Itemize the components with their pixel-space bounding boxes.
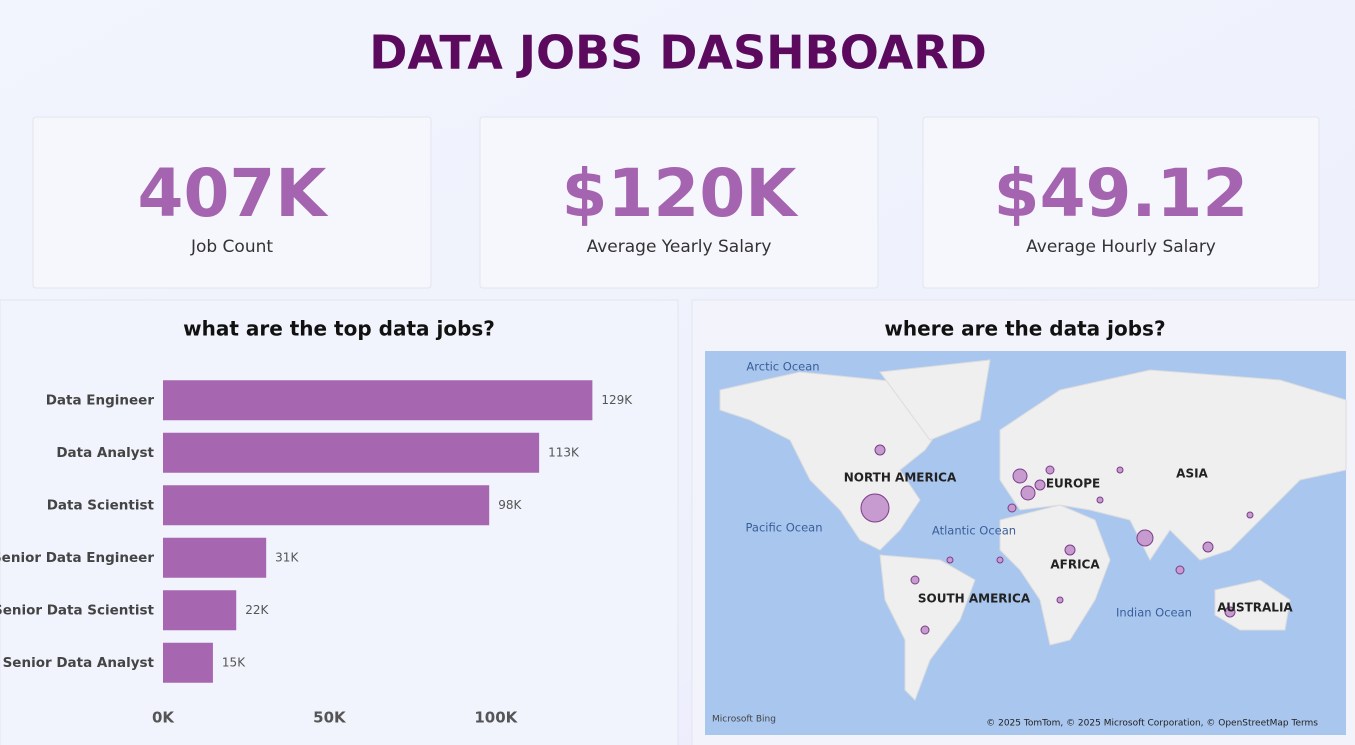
map-bubble — [1175, 565, 1185, 575]
kpi-value: $120K — [562, 155, 800, 232]
kpi-value: $49.12 — [994, 155, 1249, 232]
map-bubble — [946, 556, 954, 564]
kpi-card — [479, 116, 879, 289]
kpi-label: Average Hourly Salary — [1026, 237, 1216, 257]
map[interactable]: Arctic Ocean NORTH AMERICA Pacific Ocean At… — [705, 351, 1347, 735]
map-bubble — [1224, 606, 1236, 618]
y-tick-label: Senior Data Scientist — [0, 602, 155, 618]
bar — [163, 380, 593, 421]
continent-label: SOUTH AMERICA — [918, 592, 1031, 606]
dashboard-title: DATA JOBS DASHBOARD — [369, 26, 987, 80]
ocean-label: Atlantic Ocean — [932, 524, 1016, 538]
bar — [163, 537, 267, 578]
land — [999, 504, 1111, 646]
x-tick-label: 0K — [152, 709, 175, 727]
data-label: 129K — [601, 393, 633, 407]
data-label: 31K — [275, 550, 299, 564]
data-label: 113K — [548, 445, 580, 459]
kpi-label: Job Count — [190, 237, 273, 257]
continent-label: AFRICA — [1050, 558, 1100, 572]
continent-label: NORTH AMERICA — [844, 471, 957, 485]
ocean-label: Arctic Ocean — [746, 360, 819, 374]
data-label: 15K — [222, 655, 246, 669]
map-bubble — [1136, 529, 1154, 547]
map-provider: Microsoft Bing — [712, 715, 776, 725]
continent-label: AUSTRALIA — [1217, 601, 1293, 615]
continent-label: EUROPE — [1046, 477, 1100, 491]
land — [1214, 579, 1291, 631]
map-bubble — [1012, 468, 1028, 484]
map-bubble — [1116, 466, 1124, 474]
data-label: 22K — [245, 603, 269, 617]
ocean-label: Indian Ocean — [1116, 606, 1192, 620]
bar — [163, 642, 213, 683]
chart-title: where are the data jobs? — [884, 317, 1165, 341]
ocean-label: Pacific Ocean — [746, 521, 823, 535]
kpi-label: Average Yearly Salary — [587, 237, 772, 257]
y-tick-label: Senior Data Engineer — [0, 550, 154, 566]
y-tick-label: Data Analyst — [56, 445, 154, 461]
map-bubble — [910, 575, 920, 585]
map-bubble — [1096, 496, 1104, 504]
x-tick-label: 50K — [313, 709, 347, 727]
map-bubble — [860, 493, 890, 523]
map-bubble — [874, 444, 886, 456]
map-bubble — [996, 556, 1004, 564]
map-bubble — [1246, 511, 1254, 519]
kpi-card — [32, 116, 432, 289]
map-bubble — [1045, 465, 1055, 475]
map-bubble — [1064, 544, 1076, 556]
map-bubble — [1034, 479, 1046, 491]
data-label: 98K — [498, 498, 522, 512]
map-bubble — [1202, 541, 1214, 553]
y-tick-label: Data Engineer — [46, 392, 155, 408]
bar — [163, 485, 490, 526]
map-bubble — [1020, 485, 1036, 501]
chart-title: what are the top data jobs? — [183, 317, 495, 341]
map-bubble — [920, 625, 930, 635]
map-attribution: © 2025 TomTom, © 2025 Microsoft Corporat… — [986, 719, 1318, 729]
x-tick-label: 100K — [474, 709, 518, 727]
y-tick-label: Senior Data Analyst — [3, 655, 155, 671]
kpi-value: 407K — [138, 155, 330, 232]
bar — [163, 590, 237, 631]
map-bubble — [1056, 596, 1064, 604]
land — [879, 359, 991, 441]
y-tick-label: Data Scientist — [47, 497, 155, 513]
map-bubble — [1007, 503, 1017, 513]
kpi-card — [922, 116, 1320, 289]
continent-label: ASIA — [1176, 467, 1208, 481]
bar — [163, 432, 540, 473]
land — [999, 369, 1347, 561]
